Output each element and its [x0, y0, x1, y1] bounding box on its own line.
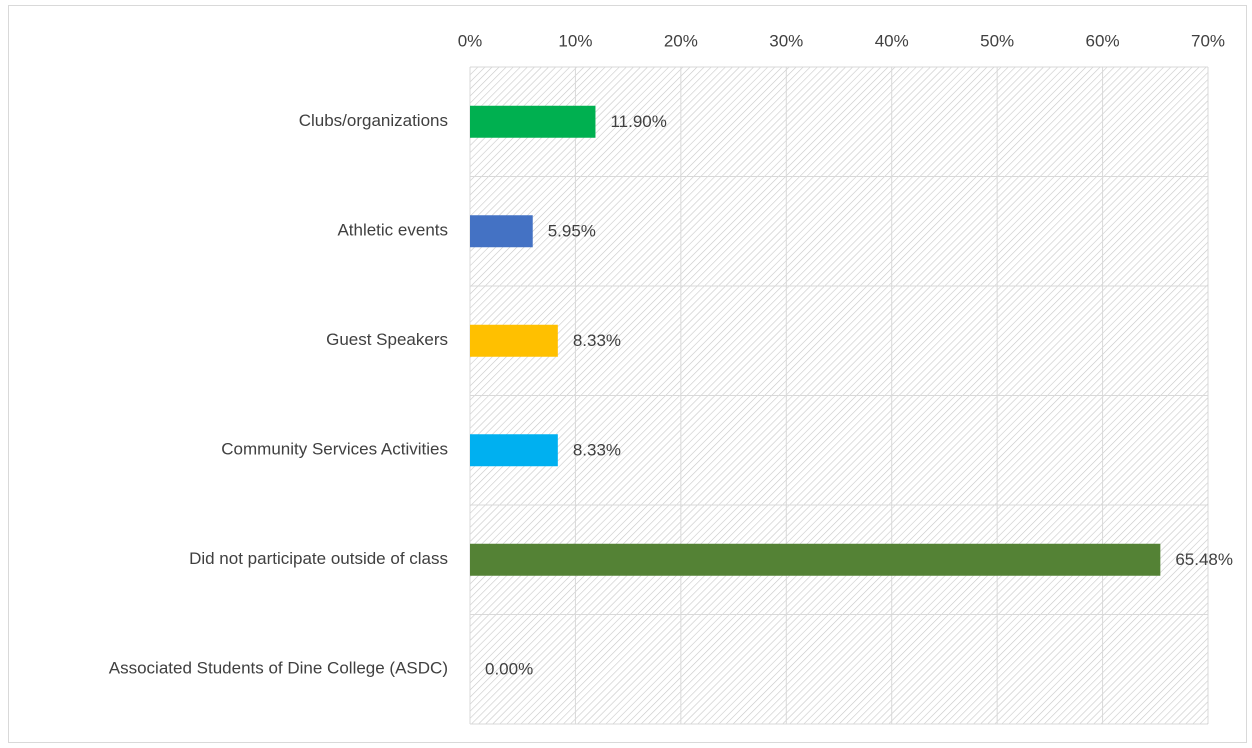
y-tick-label: Associated Students of Dine College (ASD… [109, 659, 448, 678]
y-tick-label: Clubs/organizations [299, 111, 448, 130]
x-tick-label: 30% [769, 31, 803, 50]
x-tick-label: 60% [1086, 31, 1120, 50]
bar [470, 434, 558, 467]
y-tick-label: Did not participate outside of class [189, 549, 448, 568]
x-tick-label: 20% [664, 31, 698, 50]
x-tick-label: 0% [458, 31, 483, 50]
data-label: 8.33% [573, 441, 621, 460]
bar [470, 543, 1161, 576]
bar [470, 215, 533, 248]
y-tick-label: Athletic events [337, 221, 448, 240]
data-label: 0.00% [485, 660, 533, 679]
x-tick-label: 70% [1191, 31, 1225, 50]
y-tick-label: Community Services Activities [221, 440, 448, 459]
bar [470, 105, 596, 138]
data-label: 11.90% [610, 112, 666, 131]
x-tick-label: 40% [875, 31, 909, 50]
bar [470, 324, 558, 357]
y-tick-label: Guest Speakers [326, 330, 448, 349]
data-label: 8.33% [573, 331, 621, 350]
x-tick-label: 50% [980, 31, 1014, 50]
data-label: 5.95% [548, 222, 596, 241]
data-label: 65.48% [1175, 550, 1233, 569]
x-tick-label: 10% [558, 31, 592, 50]
